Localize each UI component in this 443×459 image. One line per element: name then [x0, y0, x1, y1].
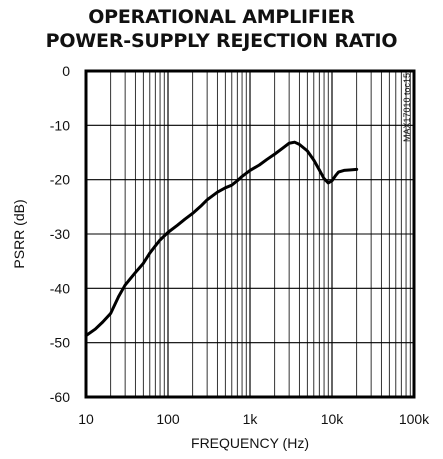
x-axis-label: FREQUENCY (Hz) [191, 435, 309, 451]
chart-title: OPERATIONAL AMPLIFIER [88, 6, 355, 28]
y-axis-label: PSRR (dB) [11, 199, 27, 268]
y-tick-label: 0 [62, 63, 70, 79]
x-tick-label: 100k [399, 411, 430, 427]
x-tick-labels: 10 100 1k 10k 100k [78, 411, 430, 427]
figure-code-annotation: MAX17010 toc15 [402, 73, 412, 142]
x-tick-label: 1k [243, 411, 259, 427]
y-tick-label: -30 [50, 226, 70, 242]
y-tick-label: -20 [50, 172, 70, 188]
y-tick-labels: 0 -10 -20 -30 -40 -50 -60 [50, 63, 70, 405]
x-tick-label: 10k [321, 411, 345, 427]
plot-frame [84, 69, 416, 399]
y-tick-label: -50 [50, 335, 70, 351]
x-tick-label: 10 [78, 411, 94, 427]
y-tick-label: -10 [50, 117, 70, 133]
curve-layer [84, 140, 359, 338]
y-tick-label: -60 [50, 389, 70, 405]
y-tick-label: -40 [50, 280, 70, 296]
psrr-curve [84, 140, 359, 338]
chart-subtitle: POWER-SUPPLY REJECTION RATIO [45, 30, 398, 52]
x-tick-label: 100 [156, 411, 180, 427]
